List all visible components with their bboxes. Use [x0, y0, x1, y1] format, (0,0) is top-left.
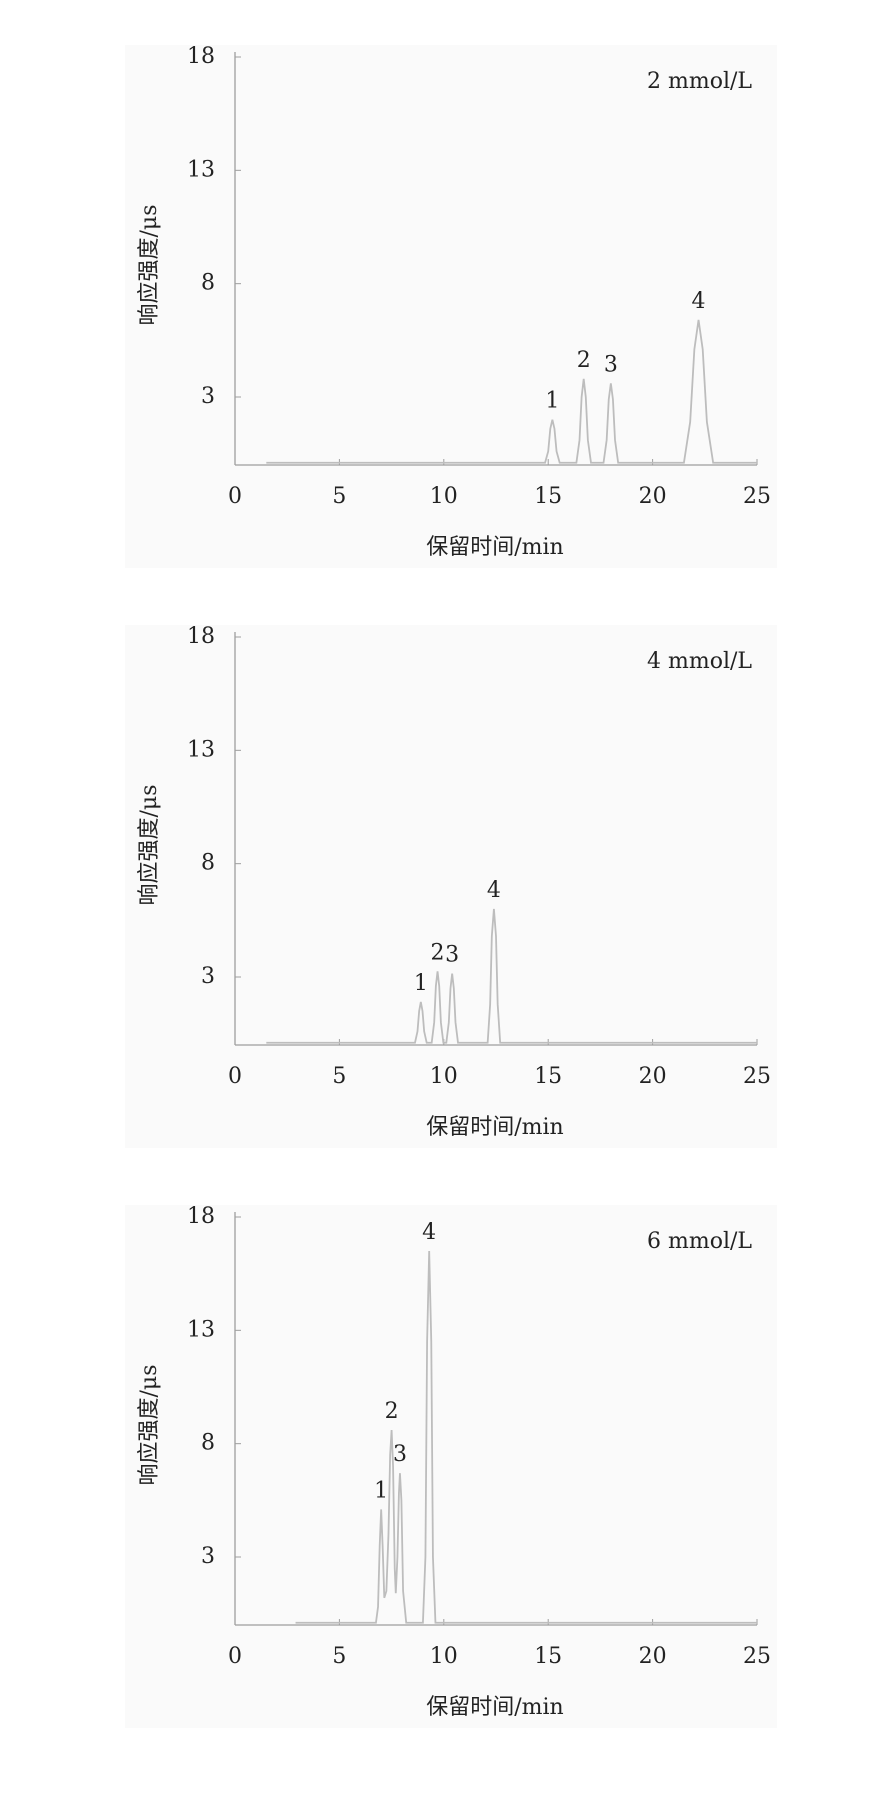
x-tick-label: 15 [534, 1644, 562, 1669]
panel-background [125, 45, 777, 568]
y-tick-label: 18 [187, 624, 215, 649]
peak-label: 1 [374, 1478, 388, 1503]
concentration-label: 4 mmol/L [647, 649, 752, 674]
x-tick-label: 20 [639, 1644, 667, 1669]
y-tick-label: 8 [201, 1431, 215, 1456]
y-axis-label: 响应强度/μs [137, 204, 162, 325]
x-tick-label: 0 [228, 1644, 242, 1669]
x-tick-label: 0 [228, 1064, 242, 1089]
peak-label: 1 [414, 971, 428, 996]
y-tick-label: 13 [187, 157, 215, 182]
x-tick-label: 20 [639, 484, 667, 509]
panel-background [125, 1205, 777, 1728]
x-tick-label: 25 [743, 1064, 771, 1089]
y-tick-label: 18 [187, 1204, 215, 1229]
concentration-label: 2 mmol/L [647, 69, 752, 94]
y-tick-label: 18 [187, 44, 215, 69]
concentration-label: 6 mmol/L [647, 1229, 752, 1254]
y-axis-label: 响应强度/μs [137, 784, 162, 905]
peak-label: 1 [545, 389, 559, 414]
x-tick-label: 25 [743, 484, 771, 509]
y-tick-label: 8 [201, 851, 215, 876]
x-tick-label: 25 [743, 1644, 771, 1669]
x-tick-label: 5 [332, 1064, 346, 1089]
y-tick-label: 13 [187, 737, 215, 762]
x-tick-label: 15 [534, 484, 562, 509]
y-axis-label: 响应强度/μs [137, 1364, 162, 1485]
y-tick-label: 13 [187, 1317, 215, 1342]
x-tick-label: 15 [534, 1064, 562, 1089]
y-tick-label: 3 [201, 384, 215, 409]
x-axis-label: 保留时间/min [426, 1115, 563, 1140]
x-tick-label: 10 [430, 484, 458, 509]
chromatogram-line [266, 908, 757, 1044]
peak-label: 2 [577, 348, 591, 373]
x-tick-label: 10 [430, 1644, 458, 1669]
y-tick-label: 3 [201, 964, 215, 989]
peak-label: 4 [422, 1220, 436, 1245]
y-tick-label: 3 [201, 1544, 215, 1569]
panel-background [125, 625, 777, 1148]
x-tick-label: 20 [639, 1064, 667, 1089]
peak-label: 3 [445, 943, 459, 968]
x-tick-label: 0 [228, 484, 242, 509]
peak-label: 2 [385, 1399, 399, 1424]
peak-label: 3 [604, 352, 618, 377]
peak-label: 4 [692, 289, 706, 314]
x-tick-label: 5 [332, 1644, 346, 1669]
peak-label: 4 [487, 878, 501, 903]
x-tick-label: 10 [430, 1064, 458, 1089]
x-tick-label: 5 [332, 484, 346, 509]
x-axis-label: 保留时间/min [426, 1695, 563, 1720]
peak-label: 2 [431, 940, 445, 965]
peak-label: 3 [393, 1442, 407, 1467]
x-axis-label: 保留时间/min [426, 535, 563, 560]
chromatogram-line [266, 319, 757, 464]
chromatogram-line [295, 1250, 757, 1624]
y-tick-label: 8 [201, 271, 215, 296]
